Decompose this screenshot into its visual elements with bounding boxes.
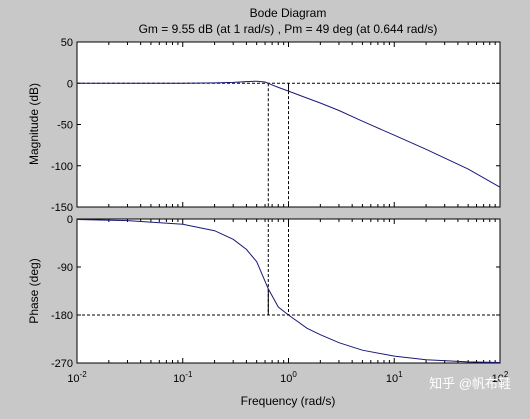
magnitude-ytick-label-1: 0 <box>67 78 73 90</box>
phase-ytick-label-1: -90 <box>57 262 73 274</box>
x-tick-label-4: 102 <box>492 370 509 385</box>
chart-subtitle: Gm = 9.55 dB (at 1 rad/s) , Pm = 49 deg … <box>139 22 438 36</box>
x-tick-label-3: 101 <box>386 370 403 385</box>
x-axis-label: Frequency (rad/s) <box>241 394 336 408</box>
magnitude-ytick-label-2: -50 <box>57 120 73 132</box>
magnitude-axes <box>76 41 501 208</box>
x-tick-label-1: 10-1 <box>173 370 193 385</box>
x-tick-label-2: 100 <box>280 370 297 385</box>
magnitude-ticks: 50 0 -50 -100 -150 <box>51 37 500 214</box>
magnitude-ytick-label-3: -100 <box>51 161 73 173</box>
phase-ytick-label-2: -180 <box>51 310 73 322</box>
watermark: 知乎 @帆布鞋 <box>429 376 511 391</box>
phase-ytick-label-0: 0 <box>67 214 73 226</box>
magnitude-ytick-label-0: 50 <box>61 37 73 49</box>
x-tick-label-0: 10-2 <box>67 370 87 385</box>
x-tick-labels: 10-2 10-1 100 101 102 <box>67 370 509 385</box>
magnitude-series-line <box>77 80 501 188</box>
phase-ytick-label-3: -270 <box>51 358 73 370</box>
phase-ylabel: Phase (deg) <box>27 258 41 323</box>
chart-title: Bode Diagram <box>250 6 327 20</box>
phase-series-line <box>76 219 501 363</box>
magnitude-ytick-label-4: -150 <box>51 202 73 214</box>
magnitude-ylabel: Magnitude (dB) <box>27 83 41 165</box>
